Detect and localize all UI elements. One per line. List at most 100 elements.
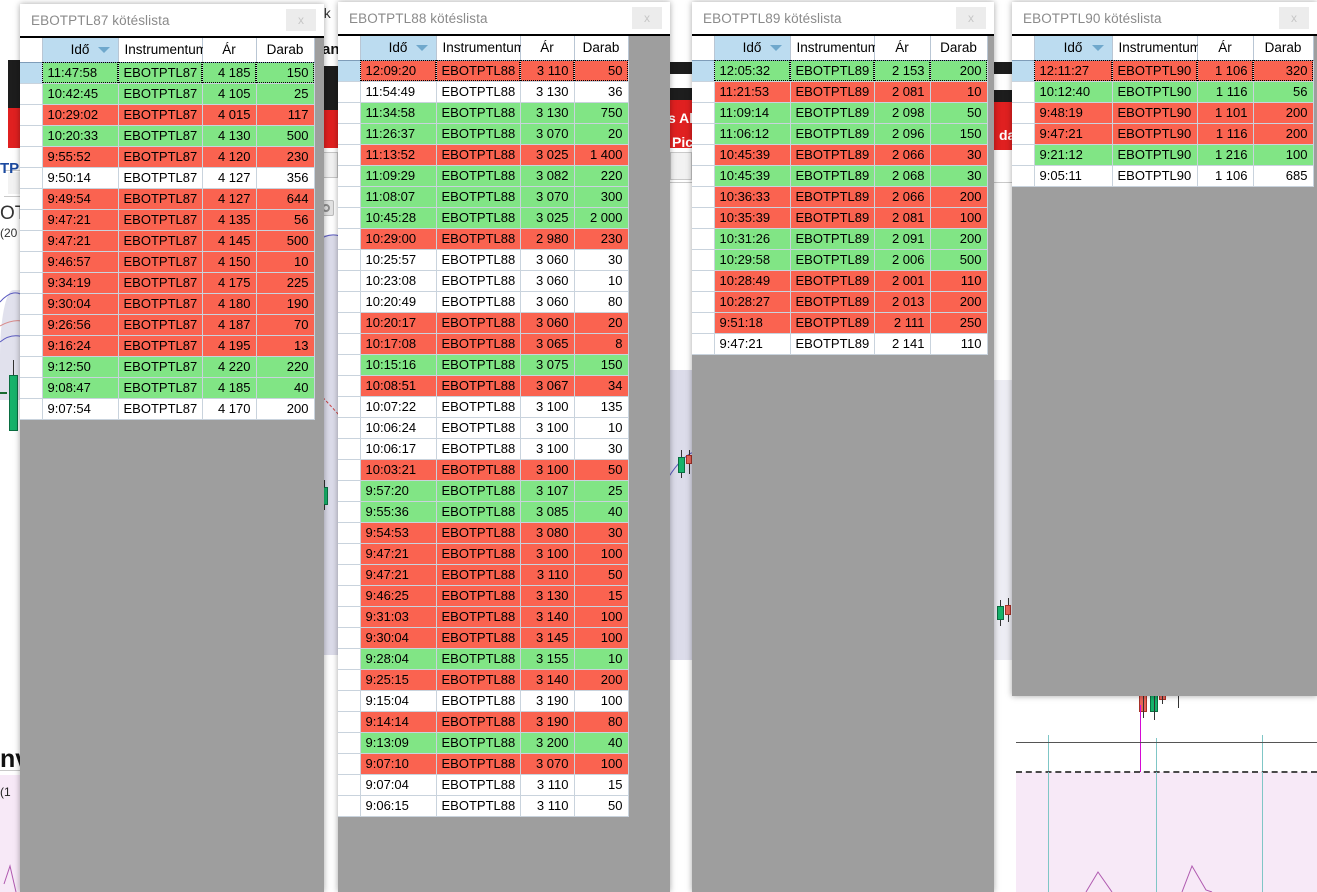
titlebar-ebotptl87[interactable]: EBOTPTL87 kötéslista x bbox=[20, 4, 324, 36]
table-row[interactable]: 12:05:32 EBOTPTL89 2 153 200 bbox=[692, 60, 988, 82]
table-row[interactable]: 10:17:08 EBOTPTL88 3 065 8 bbox=[338, 333, 629, 355]
table-row[interactable]: 11:47:58 EBOTPTL87 4 185 150 bbox=[20, 62, 315, 84]
titlebar-ebotptl88[interactable]: EBOTPTL88 kötéslista x bbox=[338, 2, 670, 34]
table-row[interactable]: 9:47:21 EBOTPTL87 4 145 500 bbox=[20, 230, 315, 252]
table-row[interactable]: 10:20:17 EBOTPTL88 3 060 20 bbox=[338, 312, 629, 334]
table-row[interactable]: 9:16:24 EBOTPTL87 4 195 13 bbox=[20, 335, 315, 357]
column-header-instrument[interactable]: Instrumentum bbox=[790, 36, 879, 61]
table-row[interactable]: 9:54:53 EBOTPTL88 3 080 30 bbox=[338, 522, 629, 544]
table-row[interactable]: 9:55:52 EBOTPTL87 4 120 230 bbox=[20, 146, 315, 168]
column-header-instrument[interactable]: Instrumentum bbox=[1112, 36, 1201, 61]
table-row[interactable]: 9:47:21 EBOTPTL88 3 100 100 bbox=[338, 543, 629, 565]
column-header-price[interactable]: Ár bbox=[1197, 36, 1254, 61]
window-ebotptl90[interactable]: EBOTPTL90 kötéslista x Idő Instrumentum … bbox=[1012, 2, 1317, 696]
column-header-instrument[interactable]: Instrumentum bbox=[118, 38, 207, 63]
table-row[interactable]: 9:26:56 EBOTPTL87 4 187 70 bbox=[20, 314, 315, 336]
table-row[interactable]: 10:42:45 EBOTPTL87 4 105 25 bbox=[20, 83, 315, 105]
table-row[interactable]: 9:14:14 EBOTPTL88 3 190 80 bbox=[338, 711, 629, 733]
close-icon[interactable]: x bbox=[632, 7, 662, 29]
table-row[interactable]: 10:20:49 EBOTPTL88 3 060 80 bbox=[338, 291, 629, 313]
table-row[interactable]: 11:13:52 EBOTPTL88 3 025 1 400 bbox=[338, 144, 629, 166]
table-row[interactable]: 10:07:22 EBOTPTL88 3 100 135 bbox=[338, 396, 629, 418]
table-row[interactable]: 9:15:04 EBOTPTL88 3 190 100 bbox=[338, 690, 629, 712]
table-row[interactable]: 9:25:15 EBOTPTL88 3 140 200 bbox=[338, 669, 629, 691]
table-row[interactable]: 10:20:33 EBOTPTL87 4 130 500 bbox=[20, 125, 315, 147]
column-header-qty[interactable]: Darab bbox=[1253, 36, 1314, 61]
table-row[interactable]: 9:31:03 EBOTPTL88 3 140 100 bbox=[338, 606, 629, 628]
table-row[interactable]: 10:08:51 EBOTPTL88 3 067 34 bbox=[338, 375, 629, 397]
table-row[interactable]: 9:55:36 EBOTPTL88 3 085 40 bbox=[338, 501, 629, 523]
table-row[interactable]: 9:46:57 EBOTPTL87 4 150 10 bbox=[20, 251, 315, 273]
table-row[interactable]: 10:15:16 EBOTPTL88 3 075 150 bbox=[338, 354, 629, 376]
table-row[interactable]: 11:26:37 EBOTPTL88 3 070 20 bbox=[338, 123, 629, 145]
table-row[interactable]: 11:06:12 EBOTPTL89 2 096 150 bbox=[692, 123, 988, 145]
table-row[interactable]: 10:45:39 EBOTPTL89 2 066 30 bbox=[692, 144, 988, 166]
table-row[interactable]: 9:47:21 EBOTPTL88 3 110 50 bbox=[338, 564, 629, 586]
table-row[interactable]: 9:30:04 EBOTPTL88 3 145 100 bbox=[338, 627, 629, 649]
table-row[interactable]: 9:28:04 EBOTPTL88 3 155 10 bbox=[338, 648, 629, 670]
table-row[interactable]: 9:08:47 EBOTPTL87 4 185 40 bbox=[20, 377, 315, 399]
titlebar-ebotptl90[interactable]: EBOTPTL90 kötéslista x bbox=[1012, 2, 1317, 34]
table-row[interactable]: 9:07:10 EBOTPTL88 3 070 100 bbox=[338, 753, 629, 775]
column-header-time[interactable]: Idő bbox=[1034, 36, 1113, 61]
table-row[interactable]: 11:54:49 EBOTPTL88 3 130 36 bbox=[338, 81, 629, 103]
table-row[interactable]: 9:51:18 EBOTPTL89 2 111 250 bbox=[692, 312, 988, 334]
table-row[interactable]: 9:47:21 EBOTPTL90 1 116 200 bbox=[1012, 123, 1314, 145]
table-row[interactable]: 10:35:39 EBOTPTL89 2 081 100 bbox=[692, 207, 988, 229]
close-icon[interactable]: x bbox=[1279, 7, 1309, 29]
table-row[interactable]: 10:28:27 EBOTPTL89 2 013 200 bbox=[692, 291, 988, 313]
table-row[interactable]: 9:06:15 EBOTPTL88 3 110 50 bbox=[338, 795, 629, 817]
table-row[interactable]: 10:45:28 EBOTPTL88 3 025 2 000 bbox=[338, 207, 629, 229]
table-row[interactable]: 10:06:17 EBOTPTL88 3 100 30 bbox=[338, 438, 629, 460]
column-header-price[interactable]: Ár bbox=[874, 36, 931, 61]
table-row[interactable]: 10:36:33 EBOTPTL89 2 066 200 bbox=[692, 186, 988, 208]
table-row[interactable]: 10:29:58 EBOTPTL89 2 006 500 bbox=[692, 249, 988, 271]
trades-table-ebotptl87[interactable]: Idő Instrumentum Ár Darab 11:47:58 EBOTPT… bbox=[20, 38, 315, 420]
table-row[interactable]: 9:49:54 EBOTPTL87 4 127 644 bbox=[20, 188, 315, 210]
table-row[interactable]: 10:31:26 EBOTPTL89 2 091 200 bbox=[692, 228, 988, 250]
table-row[interactable]: 11:09:14 EBOTPTL89 2 098 50 bbox=[692, 102, 988, 124]
table-row[interactable]: 12:09:20 EBOTPTL88 3 110 50 bbox=[338, 60, 629, 82]
table-row[interactable]: 9:21:12 EBOTPTL90 1 216 100 bbox=[1012, 144, 1314, 166]
table-row[interactable]: 10:29:00 EBOTPTL88 2 980 230 bbox=[338, 228, 629, 250]
table-row[interactable]: 9:13:09 EBOTPTL88 3 200 40 bbox=[338, 732, 629, 754]
table-row[interactable]: 9:50:14 EBOTPTL87 4 127 356 bbox=[20, 167, 315, 189]
column-header-price[interactable]: Ár bbox=[202, 38, 257, 63]
window-ebotptl87[interactable]: EBOTPTL87 kötéslista x Idő Instrumentum … bbox=[20, 4, 324, 892]
table-row[interactable]: 9:07:54 EBOTPTL87 4 170 200 bbox=[20, 398, 315, 420]
table-row[interactable]: 11:08:07 EBOTPTL88 3 070 300 bbox=[338, 186, 629, 208]
table-row[interactable]: 10:03:21 EBOTPTL88 3 100 50 bbox=[338, 459, 629, 481]
table-row[interactable]: 9:12:50 EBOTPTL87 4 220 220 bbox=[20, 356, 315, 378]
column-header-instrument[interactable]: Instrumentum bbox=[436, 36, 525, 61]
column-header-time[interactable]: Idő bbox=[714, 36, 791, 61]
column-header-qty[interactable]: Darab bbox=[930, 36, 988, 61]
table-row[interactable]: 10:12:40 EBOTPTL90 1 116 56 bbox=[1012, 81, 1314, 103]
close-icon[interactable]: x bbox=[956, 7, 986, 29]
table-row[interactable]: 10:28:49 EBOTPTL89 2 001 110 bbox=[692, 270, 988, 292]
column-header-price[interactable]: Ár bbox=[520, 36, 575, 61]
table-row[interactable]: 10:29:02 EBOTPTL87 4 015 117 bbox=[20, 104, 315, 126]
titlebar-ebotptl89[interactable]: EBOTPTL89 kötéslista x bbox=[692, 2, 994, 34]
table-row[interactable]: 9:30:04 EBOTPTL87 4 180 190 bbox=[20, 293, 315, 315]
column-header-qty[interactable]: Darab bbox=[256, 38, 315, 63]
window-ebotptl89[interactable]: EBOTPTL89 kötéslista x Idő Instrumentum … bbox=[692, 2, 994, 892]
table-row[interactable]: 10:23:08 EBOTPTL88 3 060 10 bbox=[338, 270, 629, 292]
trades-table-ebotptl89[interactable]: Idő Instrumentum Ár Darab 12:05:32 EBOTPT… bbox=[692, 36, 988, 355]
window-ebotptl88[interactable]: EBOTPTL88 kötéslista x Idő Instrumentum … bbox=[338, 2, 670, 892]
table-row[interactable]: 9:48:19 EBOTPTL90 1 101 200 bbox=[1012, 102, 1314, 124]
table-row[interactable]: 9:05:11 EBOTPTL90 1 106 685 bbox=[1012, 165, 1314, 187]
table-row[interactable]: 12:11:27 EBOTPTL90 1 106 320 bbox=[1012, 60, 1314, 82]
table-row[interactable]: 11:21:53 EBOTPTL89 2 081 10 bbox=[692, 81, 988, 103]
column-header-qty[interactable]: Darab bbox=[574, 36, 629, 61]
table-row[interactable]: 9:47:21 EBOTPTL87 4 135 56 bbox=[20, 209, 315, 231]
table-row[interactable]: 9:46:25 EBOTPTL88 3 130 15 bbox=[338, 585, 629, 607]
trades-table-ebotptl88[interactable]: Idő Instrumentum Ár Darab 12:09:20 EBOTPT… bbox=[338, 36, 629, 817]
table-row[interactable]: 11:09:29 EBOTPTL88 3 082 220 bbox=[338, 165, 629, 187]
column-header-time[interactable]: Idő bbox=[42, 38, 119, 63]
trades-table-ebotptl90[interactable]: Idő Instrumentum Ár Darab 12:11:27 EBOTPT… bbox=[1012, 36, 1314, 187]
table-row[interactable]: 10:45:39 EBOTPTL89 2 068 30 bbox=[692, 165, 988, 187]
column-header-time[interactable]: Idő bbox=[360, 36, 437, 61]
table-row[interactable]: 9:57:20 EBOTPTL88 3 107 25 bbox=[338, 480, 629, 502]
close-icon[interactable]: x bbox=[286, 9, 316, 31]
table-row[interactable]: 9:07:04 EBOTPTL88 3 110 15 bbox=[338, 774, 629, 796]
